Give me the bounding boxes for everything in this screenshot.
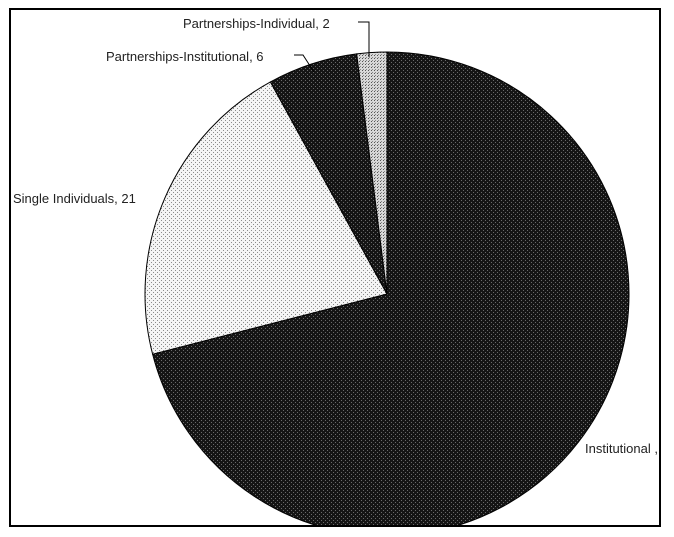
pie-slice-partnerships-individual	[356, 51, 388, 295]
chart-frame: Institutional , Single Individuals, 21 Par…	[9, 8, 661, 527]
leader-line-partnerships-institutional	[294, 54, 315, 73]
slice-labels: Institutional , Single Individuals, 21 Par…	[13, 16, 658, 456]
slice-label-partnerships-individual: Partnerships-Individual, 2	[183, 16, 330, 31]
pie-chart: Institutional , Single Individuals, 21 Par…	[13, 16, 658, 525]
pie-slices	[144, 51, 630, 525]
leader-line-partnerships-individual	[358, 21, 370, 57]
leader-lines	[294, 21, 370, 73]
pie-slice-institutional	[151, 51, 630, 525]
pie-slice-single-individuals	[144, 81, 388, 355]
slice-label-institutional: Institutional ,	[585, 441, 658, 456]
slice-label-single-individuals: Single Individuals, 21	[13, 191, 136, 206]
slice-label-partnerships-institutional: Partnerships-Institutional, 6	[106, 49, 264, 64]
